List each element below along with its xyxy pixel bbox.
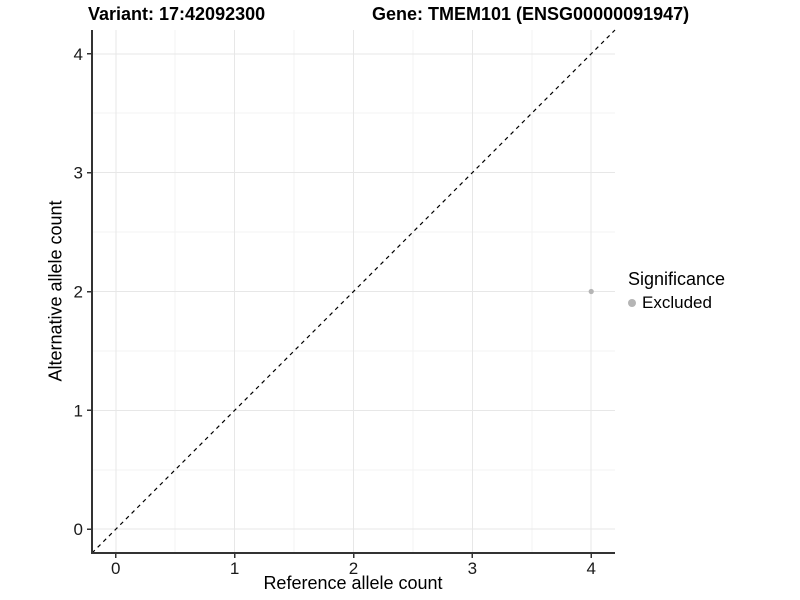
- plot-title-gene: Gene: TMEM101 (ENSG00000091947): [372, 4, 690, 24]
- legend-item-excluded: Excluded: [628, 293, 725, 313]
- svg-text:3: 3: [74, 164, 83, 183]
- svg-text:3: 3: [468, 559, 477, 578]
- svg-text:1: 1: [230, 559, 239, 578]
- x-axis-title: Reference allele count: [263, 573, 443, 593]
- y-axis-title: Alternative allele count: [45, 200, 66, 382]
- svg-text:1: 1: [74, 401, 83, 420]
- svg-text:4: 4: [586, 559, 595, 578]
- legend: Significance Excluded: [628, 269, 725, 313]
- excluded-point-icon: [628, 299, 636, 307]
- svg-text:4: 4: [74, 45, 83, 64]
- svg-text:0: 0: [111, 559, 120, 578]
- svg-text:0: 0: [74, 520, 83, 539]
- svg-text:2: 2: [349, 559, 358, 578]
- legend-title: Significance: [628, 269, 726, 289]
- legend-item-label: Excluded: [642, 293, 712, 312]
- svg-text:2: 2: [74, 283, 83, 302]
- plot-title-variant: Variant: 17:42092300: [88, 4, 266, 24]
